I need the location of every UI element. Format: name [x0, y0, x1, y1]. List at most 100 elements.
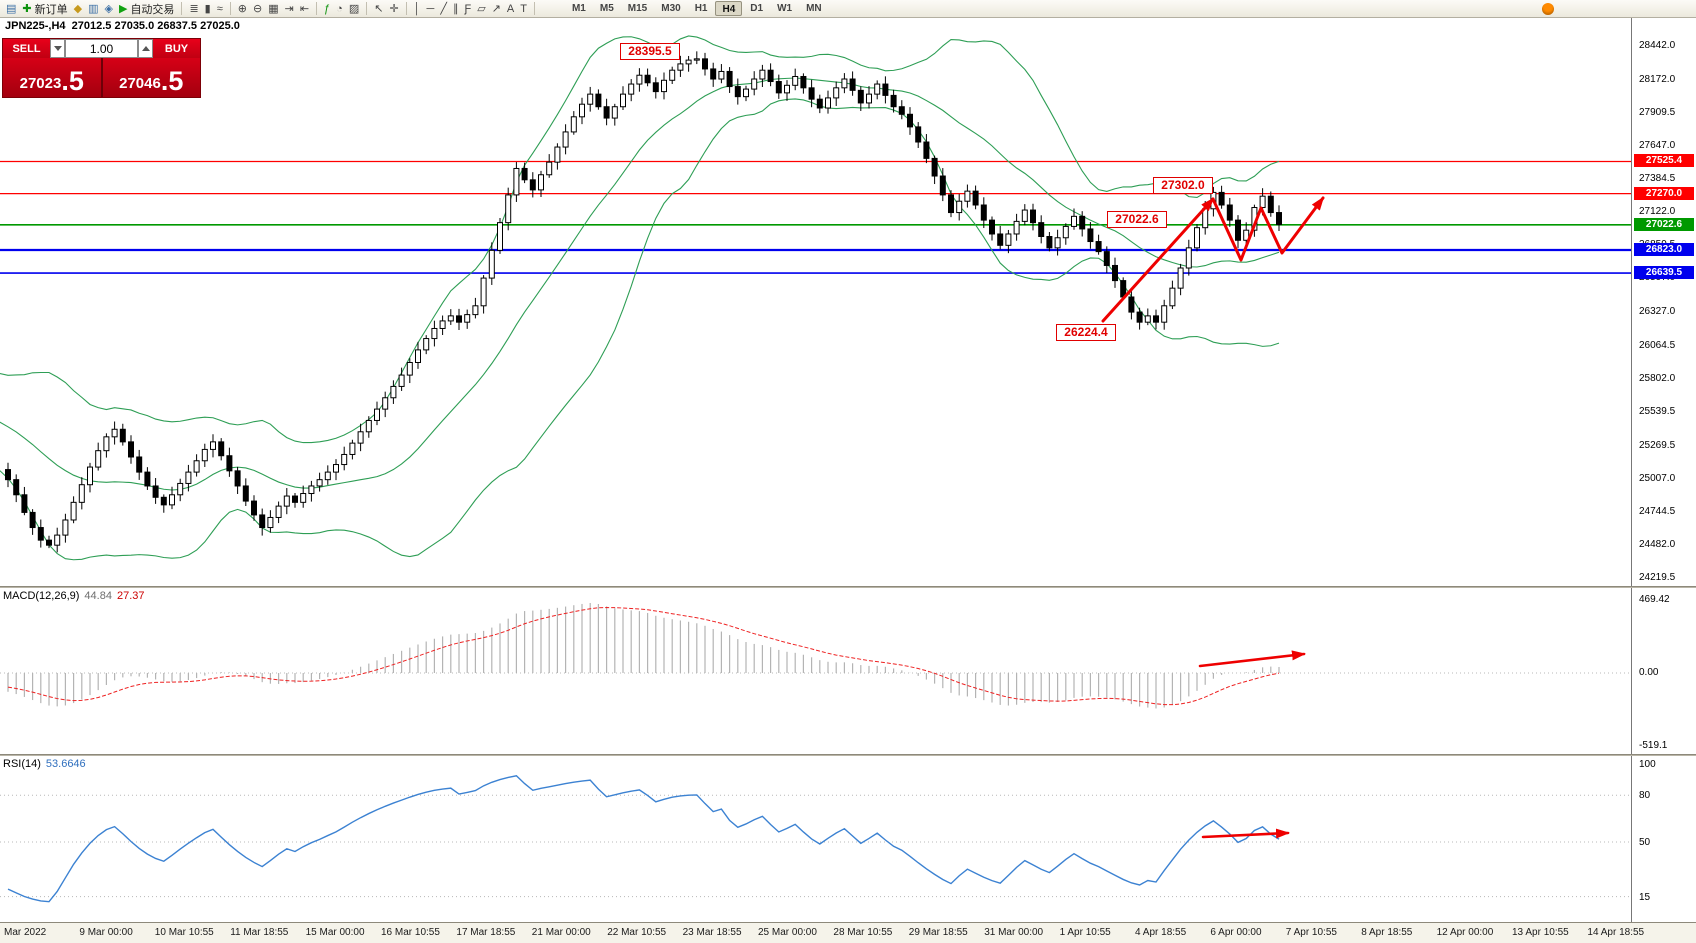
new-order-button[interactable]: ✚ 新订单	[19, 1, 70, 17]
time-axis[interactable]: Mar 2022 9 Mar 00:00 10 Mar 10:55 11 Mar 18…	[0, 922, 1696, 943]
trade-panel-divider	[100, 58, 103, 97]
sell-price-button[interactable]: 27023.5	[3, 58, 101, 97]
channel-icon[interactable]: ∥	[450, 1, 462, 17]
price-tick: 26327.0	[1639, 306, 1676, 318]
timeframe-m15-button[interactable]: M15	[627, 3, 648, 14]
crosshair-icon[interactable]: ✛	[386, 1, 401, 17]
price-annotation: 27302.0	[1153, 176, 1213, 194]
fibonacci-icon: Ƒ	[464, 2, 472, 15]
toolbar-separator	[229, 2, 231, 15]
price-annotation: 27022.6	[1107, 210, 1167, 228]
candlestick-chart-icon[interactable]: ▮	[202, 1, 214, 17]
rsi-trend-arrow	[1201, 828, 1290, 839]
bar-chart-icon[interactable]: ≣	[186, 1, 201, 17]
macd-value-signal: 27.37	[116, 590, 145, 602]
shapes-icon: ▱	[477, 2, 486, 15]
shapes-icon[interactable]: ▱	[474, 1, 488, 17]
line-chart-icon[interactable]: ≈	[214, 1, 226, 17]
price-tick: 27647.0	[1639, 140, 1676, 152]
timeframe-w1-button[interactable]: W1	[777, 3, 793, 14]
trendline-icon: ╱	[440, 2, 447, 15]
periods-icon[interactable]: ◔	[333, 1, 346, 17]
notification-icon[interactable]	[1542, 3, 1554, 15]
tile-windows-icon[interactable]: ▦	[265, 1, 281, 17]
time-tick: 31 Mar 00:00	[984, 927, 1044, 938]
panel-separator[interactable]	[0, 754, 1696, 756]
macd-panel[interactable]: MACD(12,26,9) 44.84 27.37 469.42 0.00 -519.1	[0, 588, 1696, 754]
indicators-icon: ƒ	[324, 2, 331, 15]
macd-label: MACD(12,26,9) 44.84 27.37	[3, 590, 149, 602]
buy-price-button[interactable]: 27046.5	[102, 58, 200, 97]
price-annotation: 26224.4	[1056, 324, 1116, 342]
timeframe-mn-button[interactable]: MN	[806, 3, 822, 14]
horizontal-lines	[0, 160, 1631, 274]
volume-input[interactable]	[65, 39, 138, 58]
volume-decrease-button[interactable]	[50, 39, 65, 58]
time-tick: 29 Mar 18:55	[908, 927, 968, 938]
horizontal-line-icon[interactable]: ─	[424, 1, 438, 17]
auto-scroll-icon[interactable]: ⇥	[282, 1, 297, 17]
macd-histogram	[7, 603, 1280, 709]
arrows-icon[interactable]: ↗	[489, 1, 504, 17]
autotrading-button[interactable]: ▶ 自动交易	[116, 1, 177, 17]
rsi-panel[interactable]: RSI(14) 53.6646 100 80 50 15	[0, 756, 1696, 922]
time-tick: 15 Mar 00:00	[305, 927, 365, 938]
price-chart-canvas[interactable]	[0, 18, 1696, 586]
timeframe-m30-button[interactable]: M30	[661, 3, 681, 14]
cursor-icon: ↖	[374, 2, 384, 15]
price-tick: 27122.0	[1639, 206, 1676, 218]
macd-signal-line	[7, 607, 1280, 706]
price-axis[interactable]: 28442.0 28172.0 27909.5 27647.0 27384.5 27122…	[1631, 18, 1696, 586]
macd-axis[interactable]: 469.42 0.00 -519.1	[1631, 588, 1696, 754]
navigator-icon: ◈	[104, 2, 113, 15]
price-tick: 24482.0	[1639, 538, 1676, 550]
indicators-icon[interactable]: ƒ	[321, 1, 333, 17]
text-label-icon: T	[520, 2, 527, 15]
templates-icon[interactable]: ▨	[346, 1, 362, 17]
symbols-icon[interactable]: ◆	[71, 1, 85, 17]
timeframe-h4-button[interactable]: H4	[715, 1, 743, 16]
price-tick: 25269.5	[1639, 439, 1676, 451]
time-tick: 13 Apr 10:55	[1512, 927, 1569, 938]
line-chart-icon: ≈	[216, 2, 223, 15]
price-annotation: 28395.5	[620, 42, 680, 60]
macd-value-main: 44.84	[84, 590, 112, 602]
price-tick: 27384.5	[1639, 173, 1676, 185]
volume-increase-button[interactable]	[138, 39, 153, 58]
trendline-icon[interactable]: ╱	[437, 1, 450, 17]
macd-trend-arrow	[1198, 650, 1306, 668]
horizontal-line-icon: ─	[426, 2, 435, 15]
rsi-axis[interactable]: 100 80 50 15	[1631, 756, 1696, 922]
vertical-line-icon[interactable]: │	[411, 1, 424, 17]
timeframe-d1-button[interactable]: D1	[750, 3, 764, 14]
tile-windows-icon: ▦	[268, 2, 279, 15]
timeframe-m1-button[interactable]: M1	[571, 3, 586, 14]
chart-shift-icon[interactable]: ⇤	[297, 1, 312, 17]
bollinger-middle-band	[0, 77, 1280, 491]
navigator-icon[interactable]: ◈	[102, 1, 116, 17]
buy-button[interactable]: BUY	[153, 39, 200, 58]
rsi-axis-tick: 15	[1639, 891, 1651, 903]
chart-window[interactable]: JPN225-,H4 27012.5 27035.0 26837.5 27025…	[0, 18, 1696, 586]
time-tick: 25 Mar 00:00	[758, 927, 817, 938]
rsi-line	[7, 775, 1280, 903]
main-toolbar: ▤ ✚ 新订单 ◆ ▥ ◈ ▶ 自动交易 ≣ ▮ ≈ ⊕ ⊖ ▦ ⇥ ⇤ ƒ ◔ ▨ ↖ ✛ │ ─ ╱ ∥ Ƒ ▱ ↗ A T M1 M5 M…	[0, 0, 1696, 18]
market-watch-icon[interactable]: ▥	[85, 1, 101, 17]
zoom-in-icon[interactable]: ⊕	[235, 1, 250, 17]
timeframe-m5-button[interactable]: M5	[599, 3, 614, 14]
rsi-label: RSI(14) 53.6646	[3, 758, 91, 770]
text-icon[interactable]: A	[504, 1, 517, 17]
new-chart-icon[interactable]: ▤	[3, 1, 19, 17]
time-tick: 12 Apr 00:00	[1436, 927, 1494, 938]
zoom-out-icon[interactable]: ⊖	[250, 1, 265, 17]
panel-separator[interactable]	[0, 586, 1696, 588]
timeframe-h1-button[interactable]: H1	[694, 3, 708, 14]
text-label-icon[interactable]: T	[517, 1, 530, 17]
toolbar-separator	[316, 2, 318, 15]
fibonacci-icon[interactable]: Ƒ	[461, 1, 474, 17]
price-tick: 28442.0	[1639, 40, 1676, 51]
cursor-icon[interactable]: ↖	[371, 1, 386, 17]
price-tick: 25007.0	[1639, 472, 1676, 484]
macd-axis-tick: 0.00	[1639, 667, 1659, 678]
sell-button[interactable]: SELL	[3, 39, 50, 58]
